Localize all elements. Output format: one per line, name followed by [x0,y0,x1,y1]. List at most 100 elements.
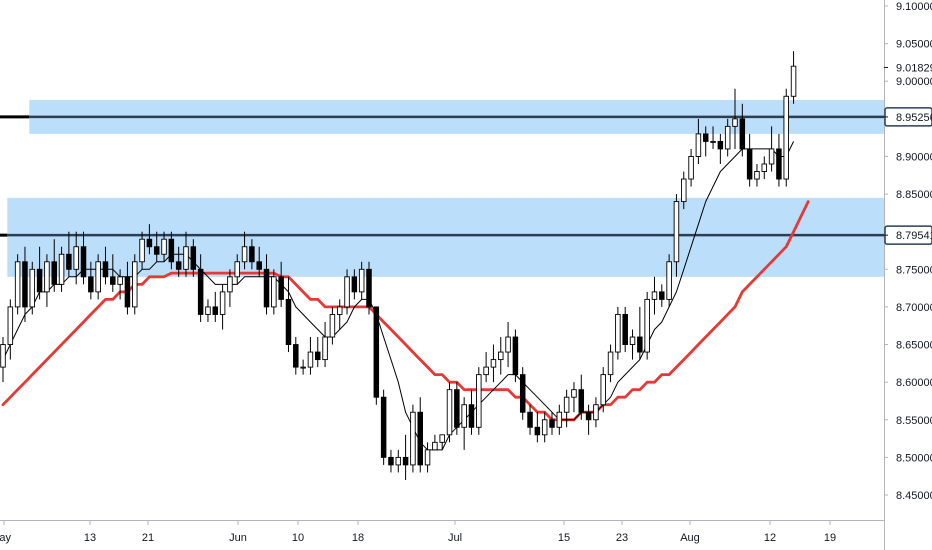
candle [153,231,160,262]
candle [688,148,694,187]
candle [622,306,628,353]
candle [146,224,153,255]
candle-body [205,306,211,315]
candle [139,231,145,270]
candle-body [36,268,43,293]
candle [175,246,182,277]
price-axis: 9.10000 9.05000 9.00000 8.90000 8.85000 8.750… [884,1,932,502]
candle [300,359,306,375]
candle [424,442,431,473]
candle [293,337,299,375]
candle-body [183,246,189,270]
candle-body [666,261,672,300]
candle-body [541,419,548,436]
candle [702,126,709,157]
candle-body [358,268,365,293]
candle [578,374,585,420]
candle-body [432,441,438,451]
candle-body [754,171,760,180]
candle [190,239,197,277]
candle-body [271,276,277,308]
candle-body [417,411,423,466]
candle [512,329,519,383]
candle-body [7,306,14,345]
candle-body [139,238,145,263]
candle [263,254,270,315]
candle-body [66,253,72,270]
y-tick-label: 8.55000 [896,415,932,427]
candle-body [776,148,782,180]
candle-body [476,374,482,428]
candle [556,404,563,435]
candle [271,269,277,315]
candle [124,261,131,315]
candle [490,344,497,383]
candle [307,337,314,375]
candle-body [0,344,6,368]
candle [783,88,789,187]
candle-body [615,313,621,353]
candle-body [110,276,116,285]
candle-body [344,276,350,308]
x-tick-label: 21 [142,532,154,544]
sma-fast-line [2,141,795,451]
y-tick-label: 9.05000 [896,39,932,51]
x-tick-label: 12 [764,532,776,544]
price-label-text: 8.79541 [896,230,932,242]
candle-body [336,306,343,315]
candle [651,276,658,315]
candle-body [168,238,175,263]
candle [66,231,72,277]
candle-body [490,359,497,368]
candle-body [212,306,219,315]
candle [329,306,336,345]
candle [439,434,445,450]
candle [410,404,416,473]
candle [51,239,57,292]
x-tick-label: Jul [448,532,462,544]
candle [724,118,731,157]
candle-body [790,65,797,97]
candle [44,254,50,307]
candle [476,367,482,435]
candle [446,382,453,443]
candle-body [117,276,123,285]
y-tick-label: 8.50000 [896,452,932,464]
candle-body [732,118,738,127]
candle [659,284,665,307]
candle-body [241,246,248,263]
candle [768,126,775,172]
candle [432,434,438,451]
candle-body [51,261,57,285]
candle [402,434,409,480]
y-tick-label: 9.10000 [896,1,932,13]
candle [593,397,599,428]
candle-body [263,268,270,308]
candle [344,269,350,315]
candle-body [549,419,555,428]
candle [776,133,782,187]
candle-body [724,125,731,150]
candle [58,246,65,292]
y-tick-label: 8.70000 [896,302,932,314]
candle-body [710,140,716,143]
zone-1 [7,197,884,277]
candle-body [424,449,431,466]
candle [22,246,28,322]
candle-body [153,246,160,255]
candle-body [505,336,511,353]
y-tick-label: 8.45000 [896,490,932,502]
y-tick-label: 8.75000 [896,264,932,276]
x-tick-label: Jun [229,532,247,544]
candle-body [622,313,628,345]
moving-averages [1,141,810,451]
candle [615,306,621,360]
candle-body [585,411,592,421]
candle [417,397,423,473]
candle [585,404,592,435]
candle-body [73,246,79,270]
candle-body [783,95,789,180]
candle-body [293,344,299,368]
candle [29,261,36,315]
candle-body [439,434,445,443]
